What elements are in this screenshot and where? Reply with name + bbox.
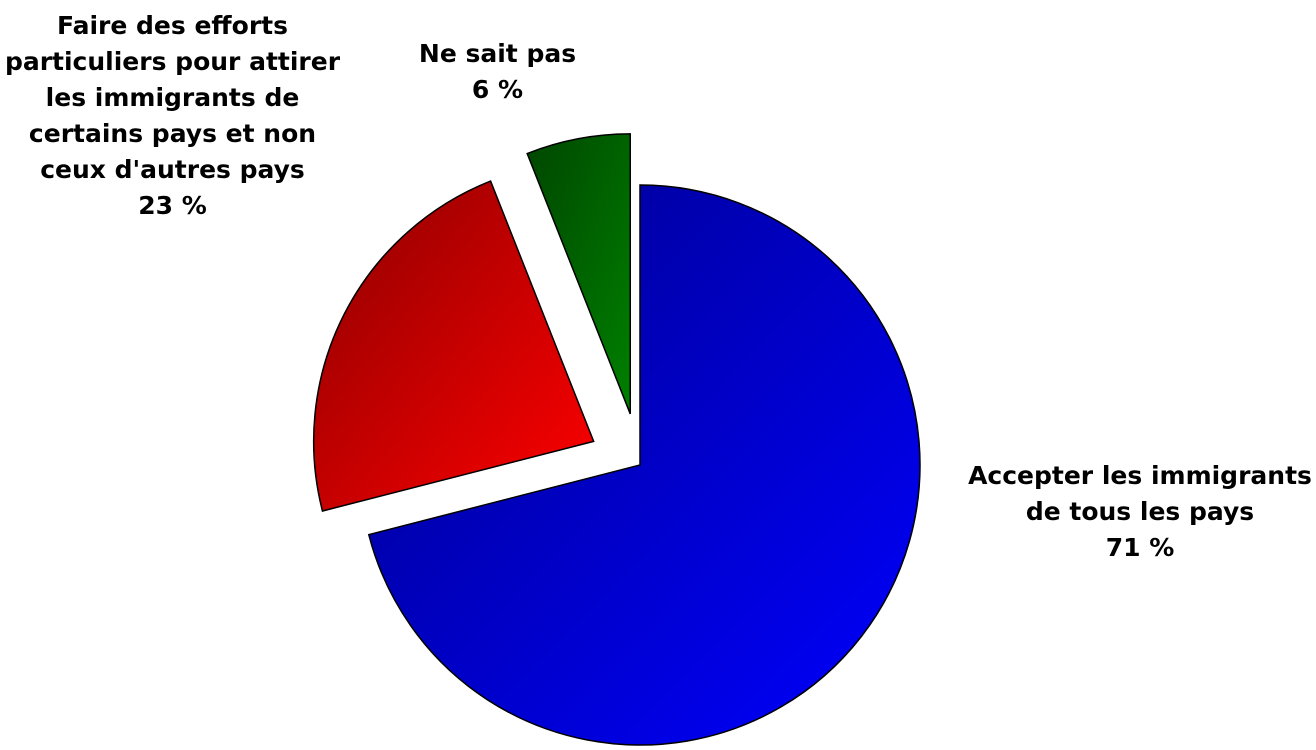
slice-label: Ne sait pas 6 % xyxy=(390,36,605,108)
category-label: Ne sait pas xyxy=(418,39,577,68)
pie-slice xyxy=(312,180,595,512)
category-label: Accepter les immigrants de tous les pays xyxy=(968,461,1312,526)
value-label: 6 % xyxy=(471,75,524,104)
value-label: 23 % xyxy=(138,191,207,220)
slice-label: Faire des efforts particuliers pour atti… xyxy=(0,8,345,224)
value-label: 71 % xyxy=(1105,533,1175,562)
category-label: Faire des efforts particuliers pour atti… xyxy=(4,11,341,184)
slice-label: Accepter les immigrants de tous les pays… xyxy=(960,458,1316,566)
pie-slice xyxy=(367,184,921,746)
pie-slice xyxy=(526,133,632,415)
